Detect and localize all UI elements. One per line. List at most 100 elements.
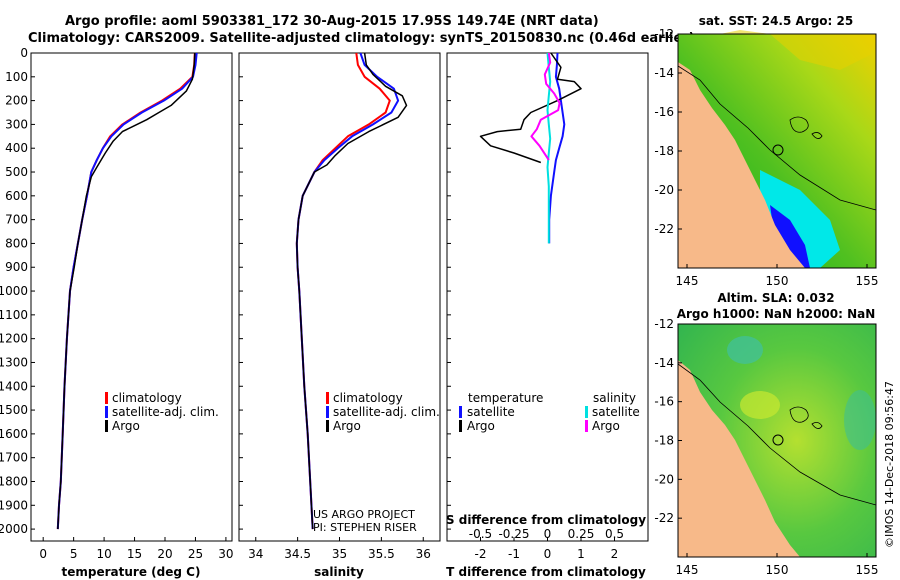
latitude-tick-label: -18 [654,434,674,448]
depth-tick-label: 800 [5,236,28,250]
temperature-axis-ticks: 0 5 10 15 20 25 30 [39,537,234,561]
temperature-plot-frame [30,52,233,542]
legend-s-argo-swatch [585,420,588,432]
x-tick-label: -1 [508,547,520,561]
depth-tick-label: 1700 [0,451,28,465]
series-line-argo [296,52,408,530]
figure-title-line-1: Argo profile: aoml 5903381_172 30-Aug-20… [65,14,599,29]
longitude-tick-label: 150 [766,274,789,288]
legend-s-satellite-swatch [585,406,588,418]
depth-tick-label: 1600 [0,427,28,441]
temperature-axis-label: temperature (deg C) [62,565,201,579]
temperature-panel: 0100200300400500600700800900100011001200… [0,46,234,579]
shelf-contour [677,65,877,211]
depth-tick-label: 1000 [0,284,28,298]
legend-salinity-title: salinity [593,391,636,405]
difference-panel: -2 -1 0 1 2 -0.5 -0.25 0 0.25 0.5 S difference f… [446,52,649,579]
depth-tick-label: 0 [20,46,28,60]
legend-argo-swatch [326,420,329,432]
s-diff-tick-label: 0.5 [605,527,624,541]
x-tick-label: 34.5 [284,547,311,561]
series-line-satellite [56,52,198,530]
x-tick-label: 20 [157,547,172,561]
sla-map-subtitle: Argo h1000: NaN h2000: NaN [677,307,876,321]
legend-climatology-swatch [326,392,329,404]
legend-climatology: climatology [112,391,182,405]
legend-s-argo: Argo [592,419,620,433]
sst-map-panel: sat. SST: 24.5 Argo: 25 145 150 155 -12 -14… [654,14,878,288]
sla-latitude-ticks: -12 -14 -16 -18 -20 -22 [654,317,682,525]
series-line-climatology [295,52,391,530]
depth-tick-label: 2000 [0,522,28,536]
legend-satellite: satellite-adj. clim. [112,405,219,419]
sst-cold-region [770,205,810,268]
salinity-legend: climatology satellite-adj. clim. Argo [326,391,440,433]
difference-plot-frame [446,52,649,542]
legend-temperature-title: temperature [468,391,543,405]
salinity-panel: 34 34.5 35 35.5 36 salinity climatology sate… [238,52,441,579]
latitude-tick-label: -16 [654,105,674,119]
legend-satellite-swatch [105,406,108,418]
difference-legend: temperature satellite Argo salinity sate… [459,391,640,433]
depth-tick-label: 1200 [0,332,28,346]
depth-tick-label: 1900 [0,498,28,512]
land-australia [678,62,805,268]
legend-climatology-swatch [105,392,108,404]
longitude-tick-label: 155 [856,274,879,288]
shelf-contour [677,363,877,506]
legend-t-satellite-swatch [459,406,462,418]
reef-contours [789,116,823,139]
s-difference-axis-label: S difference from climatology [446,513,646,527]
x-tick-label: 35 [332,547,347,561]
salinity-series [295,52,408,530]
imos-watermark: ©IMOS 14-Dec-2018 09:56:47 [883,381,896,548]
legend-t-satellite: satellite [467,405,515,419]
legend-satellite-swatch [326,406,329,418]
credit-pi: PI: STEPHEN RISER [313,521,417,534]
longitude-tick-label: 145 [676,274,699,288]
difference-series [479,52,582,244]
latitude-tick-label: -20 [654,472,674,486]
depth-tick-label: 900 [5,260,28,274]
sla-high-anomaly [740,391,780,419]
salinity-axis-ticks: 34 34.5 35 35.5 36 [239,52,431,561]
series-line-argo [57,52,196,530]
latitude-tick-label: -22 [654,511,674,525]
s-diff-tick-label: -0.5 [469,527,492,541]
latitude-tick-label: -12 [654,317,674,331]
depth-tick-label: 700 [5,213,28,227]
depth-tick-label: 500 [5,165,28,179]
x-tick-label: 25 [188,547,203,561]
sst-longitude-ticks: 145 150 155 [676,264,879,288]
sst-map-title: sat. SST: 24.5 Argo: 25 [699,14,853,28]
reef-contours [789,406,823,429]
salinity-plot-frame [238,52,441,542]
depth-tick-label: 1400 [0,379,28,393]
x-tick-label: 2 [611,547,619,561]
latitude-tick-label: -14 [654,356,674,370]
latitude-tick-label: -22 [654,222,674,236]
series-line-salinity-satellite [546,52,552,244]
series-line-temperature-satellite [548,52,566,244]
x-tick-label: 10 [96,547,111,561]
argo-float-marker [772,434,784,446]
x-tick-label: 5 [70,547,78,561]
t-difference-axis-label: T difference from climatology [446,565,646,579]
x-tick-label: 30 [218,547,233,561]
depth-tick-label: 400 [5,141,28,155]
longitude-tick-label: 145 [676,563,699,577]
temperature-series [56,52,198,530]
temperature-legend: climatology satellite-adj. clim. Argo [105,391,219,433]
latitude-tick-label: -12 [654,27,674,41]
depth-tick-label: 100 [5,70,28,84]
legend-s-satellite: satellite [592,405,640,419]
s-difference-axis-ticks: -0.5 -0.25 0 0.25 0.5 [469,527,624,541]
depth-tick-label: 600 [5,189,28,203]
depth-tick-label: 1100 [0,308,28,322]
x-tick-label: 35.5 [368,547,395,561]
legend-climatology: climatology [333,391,403,405]
sla-low-anomaly [727,336,763,364]
sla-low-anomaly [844,390,876,450]
latitude-tick-label: -20 [654,183,674,197]
